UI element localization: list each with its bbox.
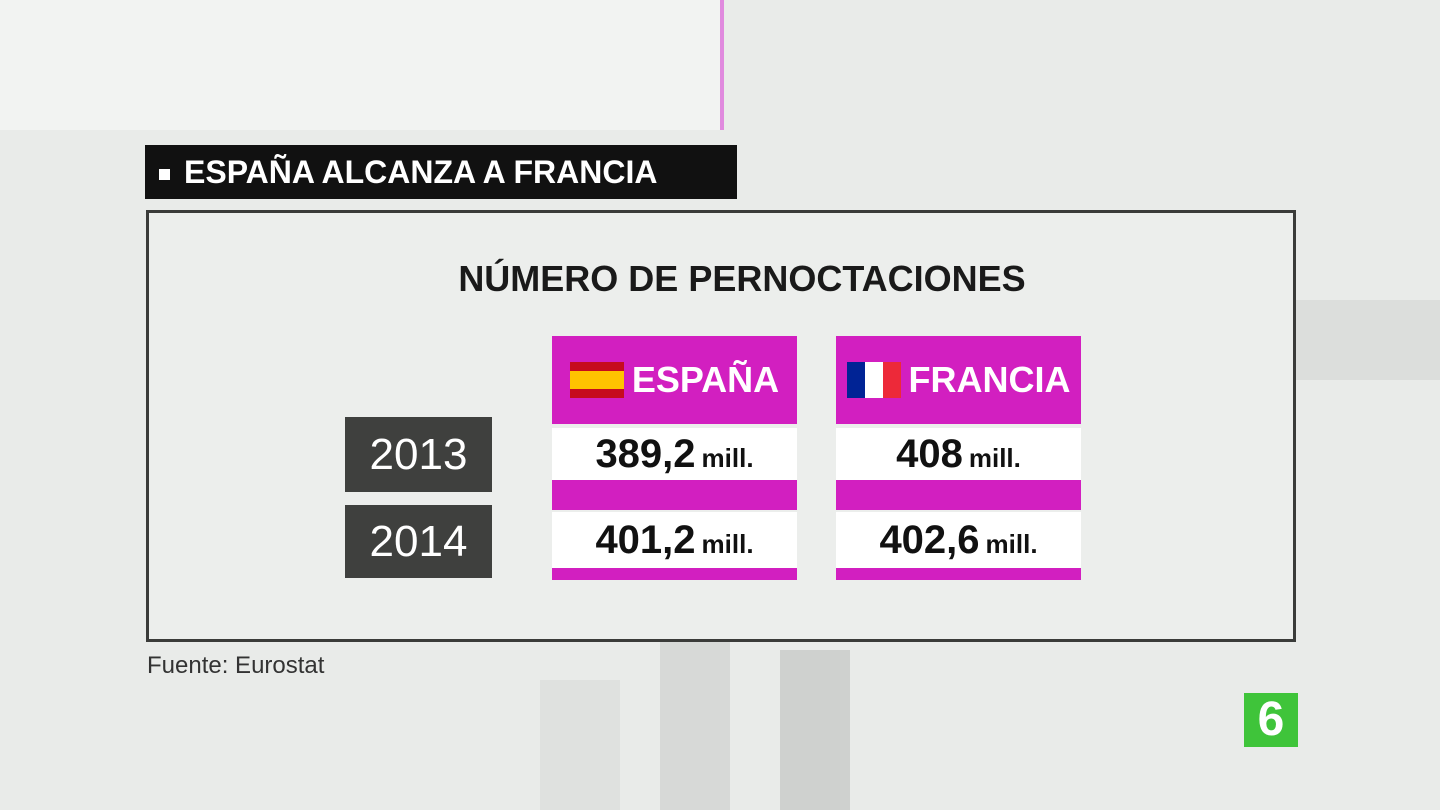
cell: 402,6 mill.	[836, 512, 1081, 568]
header-title: ESPAÑA ALCANZA A FRANCIA	[184, 154, 658, 190]
year-label: 2013	[345, 417, 492, 492]
cell-value: 401,2	[595, 518, 696, 562]
column-label: ESPAÑA	[631, 359, 780, 400]
cell-value: 408	[896, 432, 963, 476]
cell: 408 mill.	[836, 428, 1081, 480]
source: Fuente: Eurostat	[147, 652, 325, 679]
flag-spain	[569, 362, 624, 398]
cell: 389,2 mill.	[552, 428, 797, 480]
header: ESPAÑA ALCANZA A FRANCIA	[145, 145, 737, 199]
decor	[660, 640, 730, 810]
cell-strip	[836, 568, 1081, 580]
column-header: ESPAÑA	[552, 336, 797, 424]
decor	[0, 0, 724, 130]
decor	[540, 680, 620, 810]
cell-strip	[552, 480, 797, 510]
cell-strip	[836, 480, 1081, 510]
cell-unit: mill.	[968, 443, 1021, 473]
column-label: FRANCIA	[908, 359, 1071, 400]
flag-france	[846, 362, 901, 398]
cell-unit: mill.	[701, 443, 754, 473]
cell-strip	[552, 568, 797, 580]
cell-value: 389,2	[595, 432, 696, 476]
cell-unit: mill.	[701, 529, 754, 559]
cell-unit: mill.	[985, 529, 1038, 559]
cell-value: 402,6	[879, 518, 980, 562]
table-title: NÚMERO DE PERNOCTACIONES	[458, 258, 1026, 299]
decor	[780, 650, 850, 810]
column-header: FRANCIA	[836, 336, 1081, 424]
year-label: 2014	[345, 505, 492, 578]
logo: 6	[1244, 693, 1298, 747]
cell: 401,2 mill.	[552, 512, 797, 568]
